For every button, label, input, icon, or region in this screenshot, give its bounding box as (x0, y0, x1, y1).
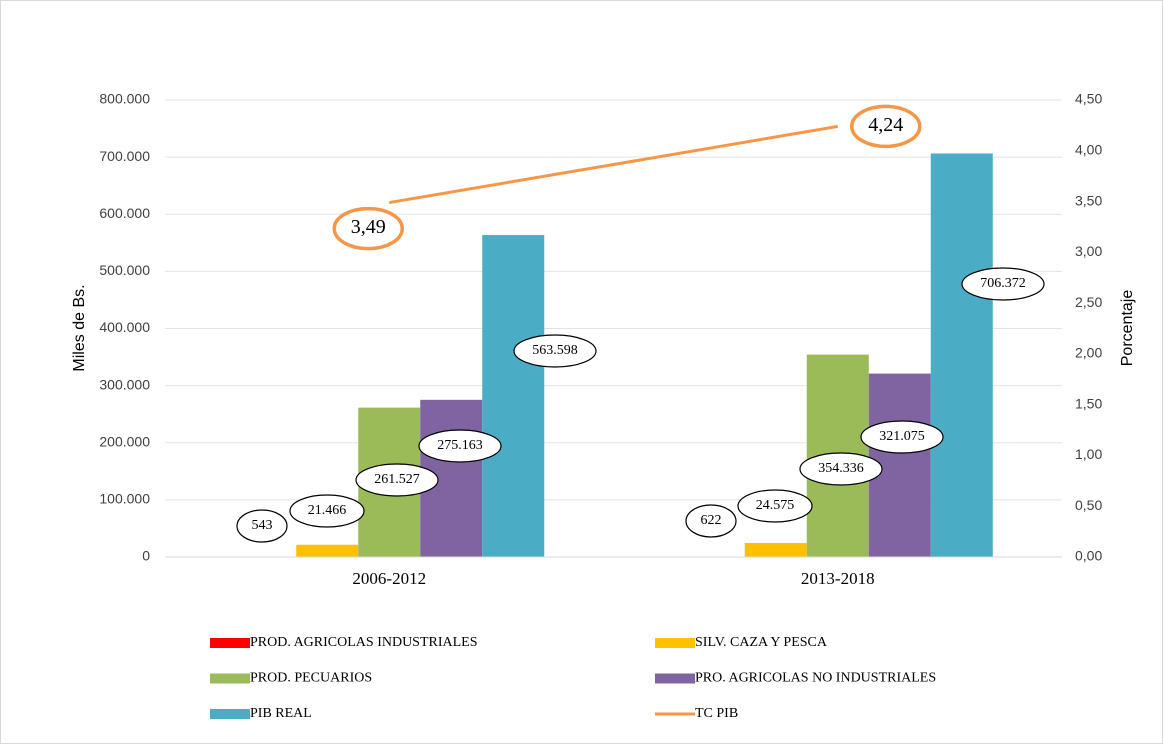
data-label: 706.372 (980, 276, 1026, 291)
y-tick-label: 500.000 (99, 262, 150, 278)
data-label: 24.575 (756, 498, 795, 513)
line-label-bubble (850, 104, 922, 149)
y-tick-label: 0 (142, 548, 150, 564)
y2-tick-label: 1,00 (1075, 446, 1102, 462)
bar (930, 153, 993, 558)
bar (296, 544, 359, 557)
data-label: 275.163 (437, 438, 483, 453)
legend-swatch (655, 673, 695, 684)
legend-label: PROD. AGRICOLAS INDUSTRIALES (250, 635, 478, 650)
bar (482, 235, 545, 557)
y2-tick-label: 2,50 (1075, 294, 1102, 310)
legend-swatch (210, 709, 250, 719)
y2-axis-label: Porcentaje (1119, 290, 1136, 367)
y-tick-label: 700.000 (99, 148, 150, 164)
bar (744, 542, 807, 557)
y-tick-label: 300.000 (99, 376, 150, 392)
data-label-bubble (685, 504, 737, 538)
legend-label: PROD. PECUARIOS (250, 671, 372, 686)
legend-label: SILV. CAZA Y PESCA (695, 635, 828, 650)
legend-swatch (655, 638, 695, 648)
data-label-bubble (799, 452, 883, 486)
y2-tick-label: 0,00 (1075, 548, 1102, 564)
data-label-bubble (737, 489, 813, 523)
y-tick-label: 400.000 (99, 319, 150, 335)
data-label-bubble (961, 267, 1045, 301)
y2-tick-label: 3,00 (1075, 243, 1102, 259)
y-axis-label: Miles de Bs. (71, 284, 88, 371)
y-tick-label: 800.000 (99, 91, 150, 107)
legend-label: PIB REAL (250, 706, 312, 721)
y2-tick-label: 0,50 (1075, 497, 1102, 513)
data-label: 563.598 (532, 343, 578, 358)
y2-tick-label: 1,50 (1075, 395, 1102, 411)
data-label-bubble (236, 509, 288, 543)
data-label-bubble (860, 420, 944, 454)
y-tick-label: 600.000 (99, 205, 150, 221)
data-label: 261.527 (374, 472, 420, 487)
x-tick-label: 2013-2018 (801, 569, 875, 588)
data-label-bubble (289, 494, 365, 528)
data-label-bubble (355, 463, 439, 497)
data-label: 321.075 (879, 429, 925, 444)
x-tick-label: 2006-2012 (352, 569, 426, 588)
data-label: 543 (252, 518, 273, 533)
y2-tick-label: 4,00 (1075, 141, 1102, 157)
legend-swatch (210, 638, 250, 648)
legend-label: PRO. AGRICOLAS NO INDUSTRIALES (695, 671, 936, 686)
line-label: 3,49 (351, 216, 386, 238)
legend-swatch (210, 673, 250, 684)
y-tick-label: 200.000 (99, 433, 150, 449)
data-label: 354.336 (818, 461, 864, 476)
y2-tick-label: 4,50 (1075, 91, 1102, 107)
y2-tick-label: 3,50 (1075, 192, 1102, 208)
data-label: 21.466 (308, 503, 347, 518)
legend-label: TC PIB (695, 706, 738, 721)
data-label: 622 (701, 513, 722, 528)
data-label-bubble (513, 334, 597, 368)
line (388, 124, 839, 205)
y2-tick-label: 2,00 (1075, 345, 1102, 361)
data-label-bubble (418, 429, 502, 463)
y-tick-label: 100.000 (99, 491, 150, 507)
line-label: 4,24 (868, 114, 903, 136)
line-label-bubble (332, 206, 404, 251)
